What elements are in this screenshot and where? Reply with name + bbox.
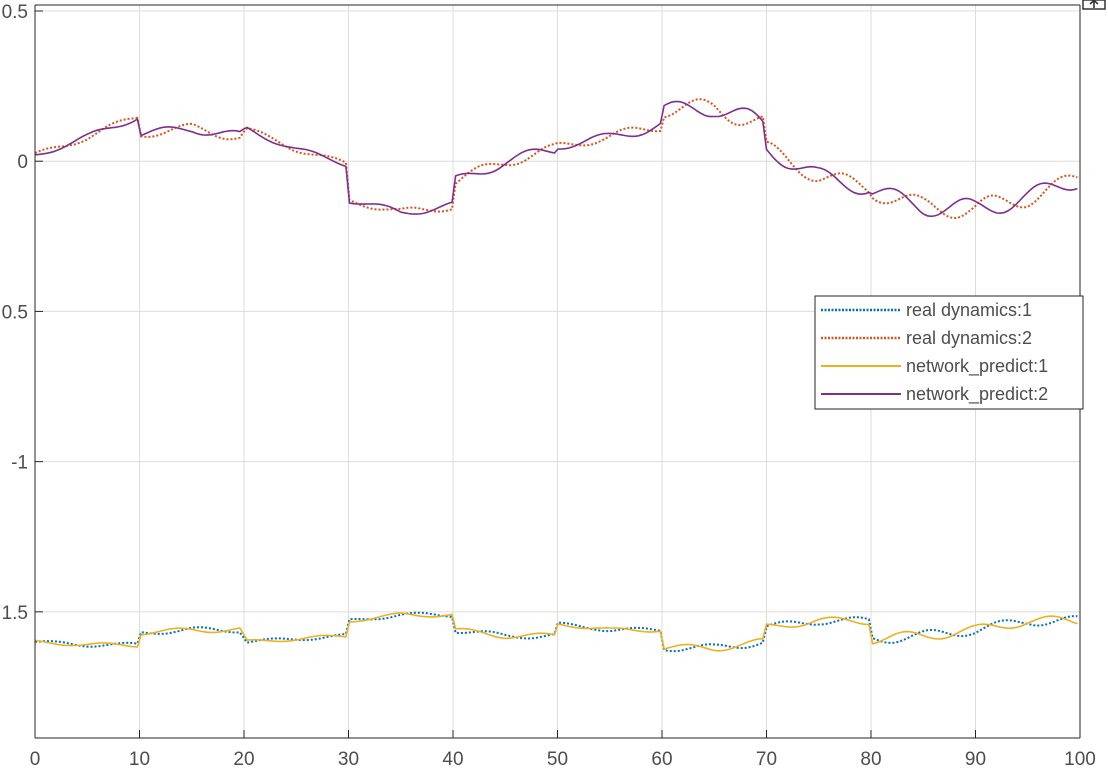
series-line-real-dynamics-2 [34, 98, 1078, 219]
x-tick-label: 0 [30, 749, 41, 770]
legend[interactable]: real dynamics:1 real dynamics:2 network_pr… [814, 295, 1084, 410]
x-tick-label: 40 [442, 749, 463, 770]
legend-label: network_predict:1 [906, 356, 1048, 377]
y-tick-label: 1.5 [2, 603, 28, 624]
x-tick-label: 30 [338, 749, 359, 770]
x-tick-label: 70 [756, 749, 777, 770]
series-group [34, 98, 1078, 653]
y-tick-label: 0.5 [2, 2, 28, 23]
series-line-network-predict-1 [34, 612, 1078, 652]
x-tick-label: 10 [129, 749, 150, 770]
series-line-network-predict-2 [34, 100, 1078, 218]
legend-box [814, 295, 1084, 410]
x-tick-label: 50 [547, 749, 568, 770]
y-tick-label: 0 [17, 152, 28, 173]
export-icon[interactable] [1082, 0, 1106, 10]
x-tick-label: 60 [651, 749, 672, 770]
x-tick-label: 100 [1064, 749, 1096, 770]
legend-label: real dynamics:2 [906, 328, 1032, 348]
x-tick-label: 20 [233, 749, 254, 770]
tick-labels: 0 10 20 30 40 50 60 70 80 90 100 0.5 0 0.5 -1 1.5 [2, 2, 1096, 770]
x-tick-label: 80 [860, 749, 881, 770]
x-tick-label: 90 [965, 749, 986, 770]
y-tick-label: 0.5 [2, 302, 28, 323]
legend-label: real dynamics:1 [906, 300, 1032, 320]
y-tick-label: -1 [11, 453, 28, 474]
legend-label: network_predict:2 [906, 384, 1048, 405]
